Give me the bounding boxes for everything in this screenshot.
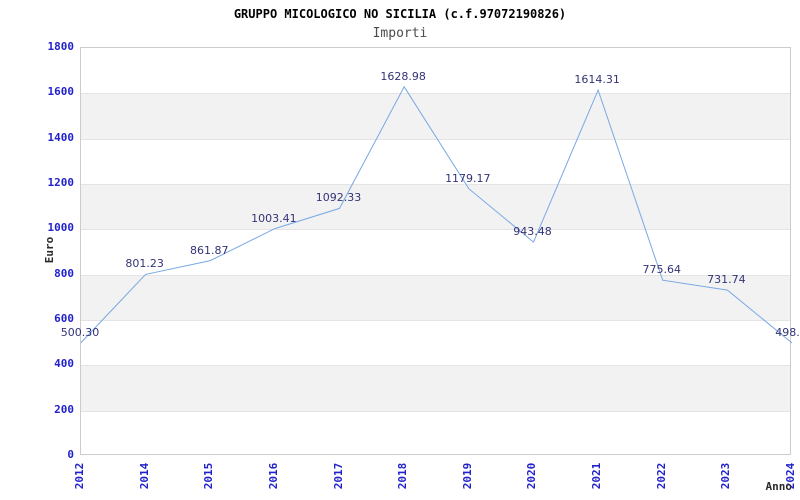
x-tick-label: 2017: [331, 462, 345, 490]
y-tick-label: 600: [54, 312, 74, 325]
line-series: [80, 85, 793, 344]
y-tick-label: 200: [54, 402, 74, 416]
zebra-band: [81, 274, 790, 320]
gridline: [81, 184, 790, 185]
y-axis-title: Euro: [43, 236, 56, 264]
y-tick-label: 1600: [47, 85, 75, 99]
gridline: [81, 138, 790, 140]
zebra-band: [81, 184, 790, 230]
y-tick-label: 0: [67, 448, 74, 461]
gridline: [81, 93, 790, 95]
x-tick-label: 2014: [137, 462, 151, 490]
y-tick-label: 400: [54, 357, 74, 371]
x-axis-title: Anno: [765, 480, 793, 493]
x-tick-label: 2016: [266, 462, 280, 490]
zebra-band: [81, 93, 790, 139]
gridline: [81, 365, 790, 367]
x-tick-label: 2015: [202, 462, 216, 490]
data-point-label: 1628.98: [380, 69, 426, 83]
line-chart-svg: [80, 85, 793, 344]
y-tick-label: 1800: [47, 40, 75, 53]
zebra-band: [81, 365, 790, 411]
data-point-label: 1092.33: [315, 191, 362, 205]
x-tick-label: 2023: [719, 462, 733, 490]
gridline: [81, 229, 790, 231]
x-tick-label: 2012: [73, 462, 86, 490]
data-point-label: 498.5: [775, 326, 800, 339]
data-point-label: 731.74: [707, 273, 746, 287]
gridline: [81, 320, 790, 321]
data-point-label: 775.64: [642, 263, 681, 277]
gridline: [81, 274, 790, 276]
data-point-label: 1179.17: [445, 171, 491, 185]
chart-plot-area: [80, 47, 793, 455]
chart-title: GRUPPO MICOLOGICO NO SICILIA (c.f.970721…: [233, 7, 567, 21]
x-tick-label: 2021: [590, 462, 604, 490]
data-point-label: 943.48: [513, 225, 552, 239]
y-tick-label: 1400: [47, 130, 75, 144]
x-tick-label: 2019: [460, 462, 474, 490]
data-point-label: 500.30: [60, 325, 100, 339]
data-point-label: 861.87: [190, 243, 229, 257]
data-point-label: 1003.41: [251, 211, 297, 225]
gridline: [81, 410, 790, 412]
data-point-label: 801.23: [125, 257, 164, 271]
chart-subtitle: Importi: [372, 26, 428, 41]
x-tick-label: 2022: [654, 462, 668, 490]
y-tick-label: 1000: [47, 221, 75, 235]
data-point-label: 1614.31: [574, 73, 620, 87]
y-tick-label: 800: [54, 266, 74, 280]
x-tick-label: 2020: [525, 462, 539, 490]
y-tick-label: 1200: [47, 176, 75, 189]
x-tick-label: 2018: [396, 462, 410, 490]
